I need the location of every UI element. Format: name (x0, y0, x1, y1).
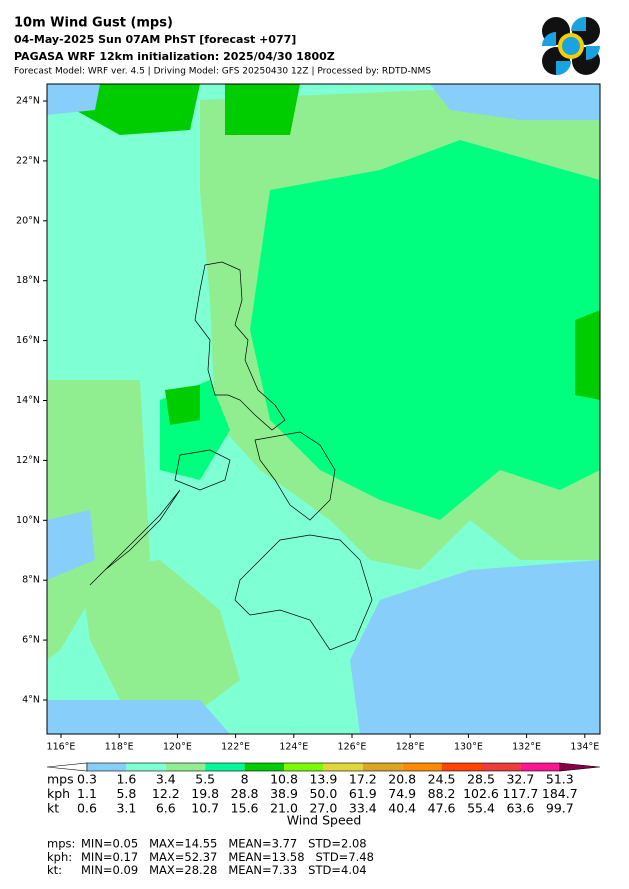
colorbar-value: 51.3 (546, 772, 574, 787)
colorbar-value: 3.1 (116, 801, 136, 816)
stats: mps: MIN=0.05 MAX=14.55 MEAN=3.77 STD=2.0… (47, 837, 374, 878)
colorbar-segment (402, 763, 442, 771)
colorbar-segment (481, 763, 521, 771)
colorbar-value: 12.2 (152, 786, 180, 801)
unit-label: kt (47, 801, 59, 816)
colorbar-value: 10.7 (191, 801, 219, 816)
colorbar-value: 88.2 (428, 786, 456, 801)
colorbar-value: 6.6 (156, 801, 176, 816)
colorbar-label: Wind Speed (287, 813, 362, 828)
colorbar-value: 28.5 (467, 772, 495, 787)
colorbar: mps 0.3 1.6 3.4 5.5 8 10.8 13.9 17.2 20.8 24.5 28.5… (46, 762, 601, 816)
colorbar-value: 8 (241, 772, 249, 787)
colorbar-value: 1.1 (77, 786, 97, 801)
lon-label: 130°E (454, 742, 483, 753)
colorbar-value: 55.4 (467, 801, 495, 816)
colorbar-value: 10.8 (270, 772, 298, 787)
colorbar-value: 27.0 (309, 801, 337, 816)
stats-text: MIN=0.09 MAX=28.28 MEAN=7.33 STD=4.04 (81, 863, 367, 877)
colorbar-segment (87, 763, 127, 771)
unit-label: kph (47, 786, 70, 801)
colorbar-value: 13.9 (309, 772, 337, 787)
stats-unit: kt: (47, 863, 62, 877)
colorbar-segment (323, 763, 363, 771)
colorbar-end (559, 762, 601, 772)
colorbar-segment (284, 763, 324, 771)
colorbar-value: 0.3 (77, 772, 97, 787)
model-line: Forecast Model: WRF ver. 4.5 | Driving M… (14, 67, 431, 77)
init-line: PAGASA WRF 12km initialization: 2025/04/… (14, 50, 335, 63)
colorbar-value: 50.0 (309, 786, 337, 801)
stats-unit: kph: (47, 850, 72, 864)
lat-label: 20°N (16, 215, 40, 226)
lon-label: 116°E (47, 742, 76, 753)
colorbar-value: 33.4 (349, 801, 377, 816)
colorbar-value: 47.6 (428, 801, 456, 816)
lon-label: 128°E (396, 742, 425, 753)
lat-label: 22°N (16, 155, 40, 166)
lat-label: 10°N (16, 515, 40, 526)
colorbar-value: 102.6 (463, 786, 499, 801)
unit-label: mps (47, 772, 74, 787)
axis-labels: 24°N 22°N 20°N 18°N 16°N 14°N 12°N 10°N 8°N 6°N 4°… (16, 96, 599, 753)
colorbar-value: 3.4 (156, 772, 176, 787)
lat-label: 16°N (16, 335, 40, 346)
lat-label: 24°N (16, 96, 40, 107)
colorbar-end (46, 762, 88, 772)
colorbar-value: 184.7 (542, 786, 578, 801)
lon-label: 126°E (338, 742, 367, 753)
colorbar-value: 74.9 (388, 786, 416, 801)
colorbar-value: 17.2 (349, 772, 377, 787)
colorbar-value: 40.4 (388, 801, 416, 816)
colorbar-segment (205, 763, 245, 771)
lat-label: 14°N (16, 395, 40, 406)
colorbar-segment (165, 763, 206, 771)
colorbar-segment (362, 763, 403, 771)
lon-label: 134°E (570, 742, 599, 753)
colorbar-value: 20.8 (388, 772, 416, 787)
colorbar-value: 38.9 (270, 786, 298, 801)
colorbar-value: 19.8 (191, 786, 219, 801)
colorbar-value: 1.6 (116, 772, 136, 787)
lat-label: 4°N (22, 695, 40, 706)
colorbar-segment (244, 763, 284, 771)
lon-label: 132°E (512, 742, 541, 753)
lon-label: 118°E (105, 742, 134, 753)
colorbar-frame (86, 762, 561, 772)
colorbar-value: 5.8 (116, 786, 136, 801)
colorbar-value: 117.7 (503, 786, 539, 801)
colorbar-value: 0.6 (77, 801, 97, 816)
stats-text: MIN=0.05 MAX=14.55 MEAN=3.77 STD=2.08 (81, 837, 367, 851)
colorbar-value: 99.7 (546, 801, 574, 816)
title: 10m Wind Gust (mps) (14, 16, 173, 31)
subtitle: 04-May-2025 Sun 07AM PhST [forecast +077… (14, 33, 296, 46)
stats-unit: mps: (47, 837, 75, 851)
colorbar-segment (520, 763, 560, 771)
colorbar-value: 61.9 (349, 786, 377, 801)
lon-label: 124°E (279, 742, 308, 753)
colorbar-value: 15.6 (231, 801, 259, 816)
colorbar-value: 21.0 (270, 801, 298, 816)
lat-label: 6°N (22, 635, 40, 646)
lat-label: 18°N (16, 275, 40, 286)
colorbar-value: 63.6 (506, 801, 534, 816)
stats-text: MIN=0.17 MAX=52.37 MEAN=13.58 STD=7.48 (81, 850, 374, 864)
colorbar-segment (126, 763, 166, 771)
colorbar-value: 32.7 (506, 772, 534, 787)
lon-label: 122°E (221, 742, 250, 753)
colorbar-segment (441, 763, 481, 771)
lon-label: 120°E (163, 742, 192, 753)
colorbar-value: 24.5 (428, 772, 456, 787)
lat-label: 12°N (16, 455, 40, 466)
lat-label: 8°N (22, 575, 40, 586)
map (46, 83, 601, 735)
logo (542, 16, 600, 76)
colorbar-value: 28.8 (231, 786, 259, 801)
colorbar-value: 5.5 (195, 772, 215, 787)
